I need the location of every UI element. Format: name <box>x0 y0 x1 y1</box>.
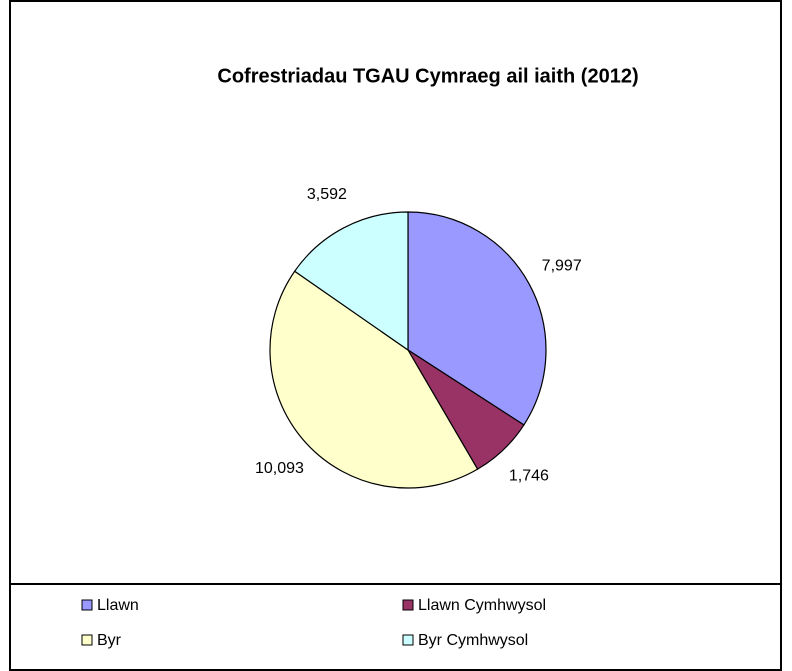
legend-label: Llawn Cymhwysol <box>418 597 546 614</box>
legend-swatch <box>81 599 93 611</box>
legend-label: Byr Cymhwysol <box>418 632 528 649</box>
chart-title: Cofrestriadau TGAU Cymraeg ail iaith (20… <box>217 65 638 87</box>
pie-slice <box>269 270 479 489</box>
data-label: 3,592 <box>307 186 347 203</box>
legend-swatch <box>81 634 93 646</box>
data-label: 7,997 <box>542 258 582 275</box>
data-label: 10,093 <box>255 460 304 477</box>
legend-label: Llawn <box>97 597 139 614</box>
legend-swatch <box>402 599 414 611</box>
legend-label: Byr <box>97 632 122 649</box>
legend-box <box>9 583 782 671</box>
legend-swatch <box>402 634 414 646</box>
data-label: 1,746 <box>509 468 549 485</box>
pie-slice <box>293 211 409 352</box>
